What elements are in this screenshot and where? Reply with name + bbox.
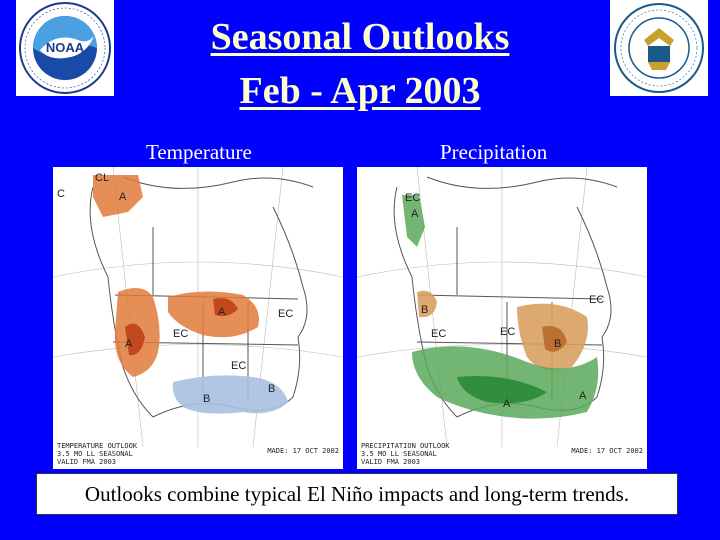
temp-annotation-b1: B (203, 393, 210, 405)
temp-annotation-a2: A (125, 338, 133, 350)
temp-annotation-c: C (57, 188, 65, 200)
temp-annotation-cl: CL (95, 172, 109, 184)
commerce-seal (610, 0, 708, 96)
temp-annotation-b2: B (268, 383, 275, 395)
precip-annotation-ec3: EC (500, 326, 515, 338)
temp-annotation-a1: A (119, 191, 127, 203)
precipitation-made-date: MADE: 17 OCT 2002 (571, 447, 643, 455)
temperature-caption: TEMPERATURE OUTLOOK 3.5 MO LL SEASONAL V… (57, 442, 138, 466)
temp-annotation-ec2: EC (278, 308, 293, 320)
precipitation-label: Precipitation (440, 140, 548, 164)
page-title: Seasonal Outlooks (210, 16, 510, 58)
page-subtitle: Feb - Apr 2003 (239, 70, 481, 112)
precip-annotation-ec4: EC (589, 294, 604, 306)
precip-annotation-ec1: EC (405, 192, 420, 204)
temperature-label: Temperature (146, 140, 252, 164)
precipitation-caption: PRECIPITATION OUTLOOK 3.5 MO LL SEASONAL… (361, 442, 450, 466)
precip-annotation-ec2: EC (431, 328, 446, 340)
precip-annotation-a2: A (503, 398, 511, 410)
temp-annotation-ec1: EC (173, 328, 188, 340)
noaa-logo-text: NOAA (46, 40, 85, 55)
precip-annotation-a1: A (411, 208, 419, 220)
precipitation-outlook-map: EC A B EC EC EC B A A MADE: 17 OCT 2002 … (357, 167, 647, 469)
temperature-outlook-map: CL A C EC EC EC A A B B MADE: 17 OCT 200… (53, 167, 343, 469)
precip-annotation-b2: B (554, 338, 561, 350)
temp-annotation-a3: A (218, 306, 226, 318)
footnote: Outlooks combine typical El Niño impacts… (36, 473, 678, 515)
temperature-made-date: MADE: 17 OCT 2002 (267, 447, 339, 455)
noaa-logo: NOAA (16, 0, 114, 96)
precip-annotation-b1: B (421, 304, 428, 316)
temp-annotation-ec3: EC (231, 360, 246, 372)
precip-annotation-a3: A (579, 390, 587, 402)
